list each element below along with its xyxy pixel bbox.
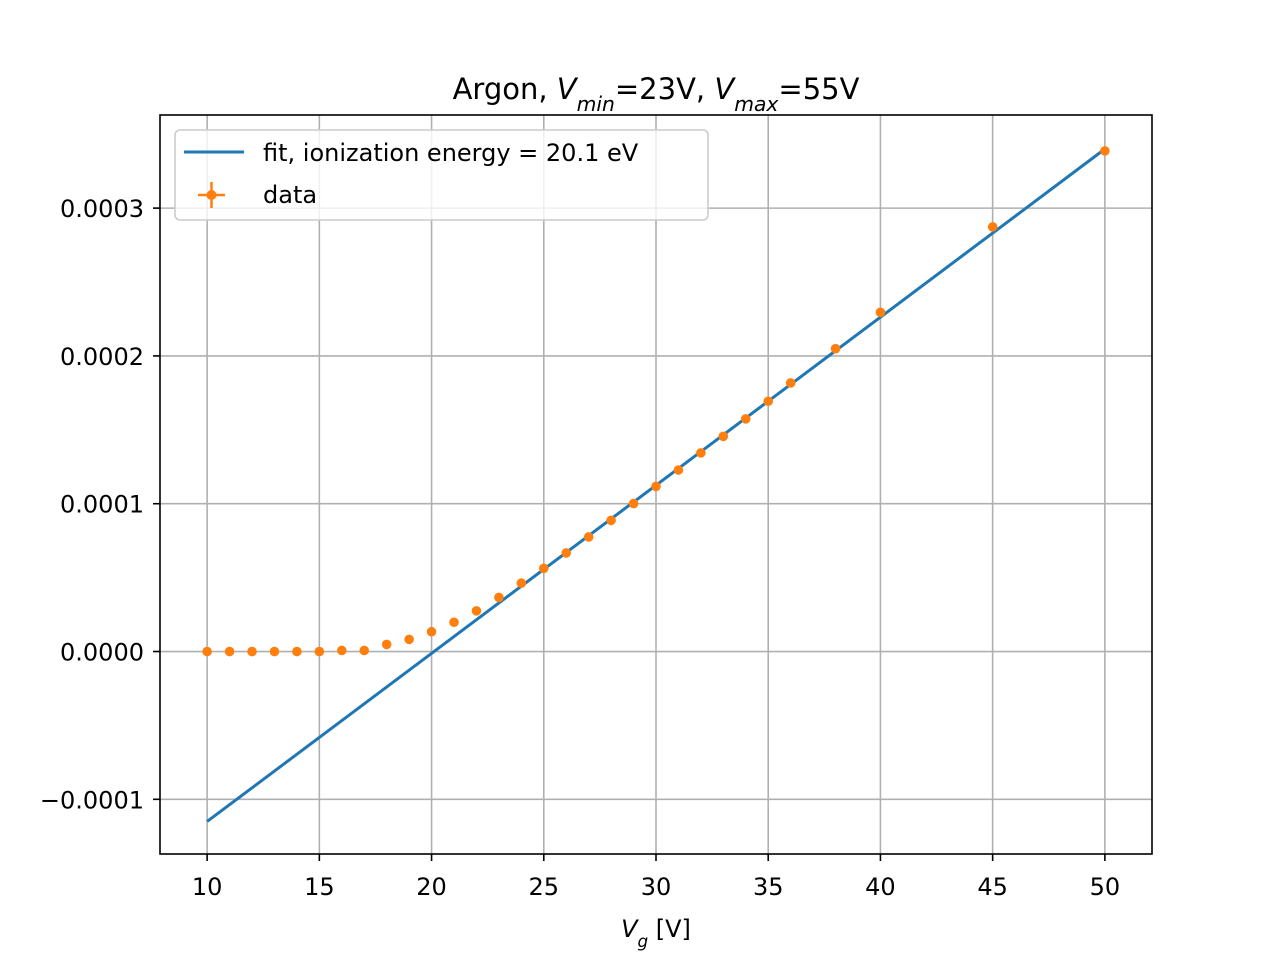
chart-title: Argon, Vmin=23V, Vmax=55V [453,72,860,116]
data-point [606,515,616,526]
data-point [202,646,212,657]
data-point [359,645,370,656]
data-point [426,626,437,637]
x-tick-label: 35 [753,873,784,901]
data-point [269,646,280,657]
data-point [785,378,796,388]
x-tick-label: 10 [192,873,223,901]
data-point [1100,146,1110,156]
x-tick-label: 20 [416,873,447,901]
data-point [651,481,661,492]
data-point [247,646,257,657]
data-point [494,592,504,603]
x-tick-label: 50 [1090,873,1121,901]
data-point [740,414,751,424]
data-point [471,606,482,616]
x-tick-label: 30 [641,873,672,901]
x-tick-label: 45 [977,873,1008,901]
data-point [292,646,302,657]
data-point [516,578,527,588]
data-point [449,617,459,628]
series-layer [202,146,1110,823]
legend: fit, ionization energy = 20.1 eV data [174,129,709,221]
data-point [628,498,639,509]
legend-data-label: data [263,181,317,209]
data-point [718,431,729,442]
y-tick-label: 0.0002 [60,343,144,371]
y-tick-label: −0.0001 [40,786,144,814]
data-point [987,222,998,232]
data-point [538,563,549,574]
y-tick-label: 0.0000 [60,639,144,667]
data-point [336,645,347,656]
y-tick-label: 0.0001 [60,491,144,519]
data-point [763,396,774,407]
x-tick-label: 40 [865,873,896,901]
data-point [381,639,392,650]
data-point [830,343,841,354]
legend-box [174,129,709,221]
x-tick-label: 15 [304,873,335,901]
data-point [583,532,594,542]
data-point [875,307,886,318]
legend-data-swatch [198,182,225,208]
x-axis-label: Vg [V] [621,915,691,951]
x-axis: 10 15 20 25 30 35 40 45 50 [192,854,1120,901]
data-point [561,548,572,558]
legend-fit-label: fit, ionization energy = 20.1 eV [263,139,639,167]
data-point [224,646,235,657]
data-point [696,448,706,458]
data-point [404,634,414,645]
data-point [314,646,325,657]
y-axis: −0.0001 0.0000 0.0001 0.0002 0.0003 [40,195,160,814]
x-tick-label: 25 [529,873,560,901]
data-point [673,465,684,475]
y-tick-label: 0.0003 [60,195,144,223]
